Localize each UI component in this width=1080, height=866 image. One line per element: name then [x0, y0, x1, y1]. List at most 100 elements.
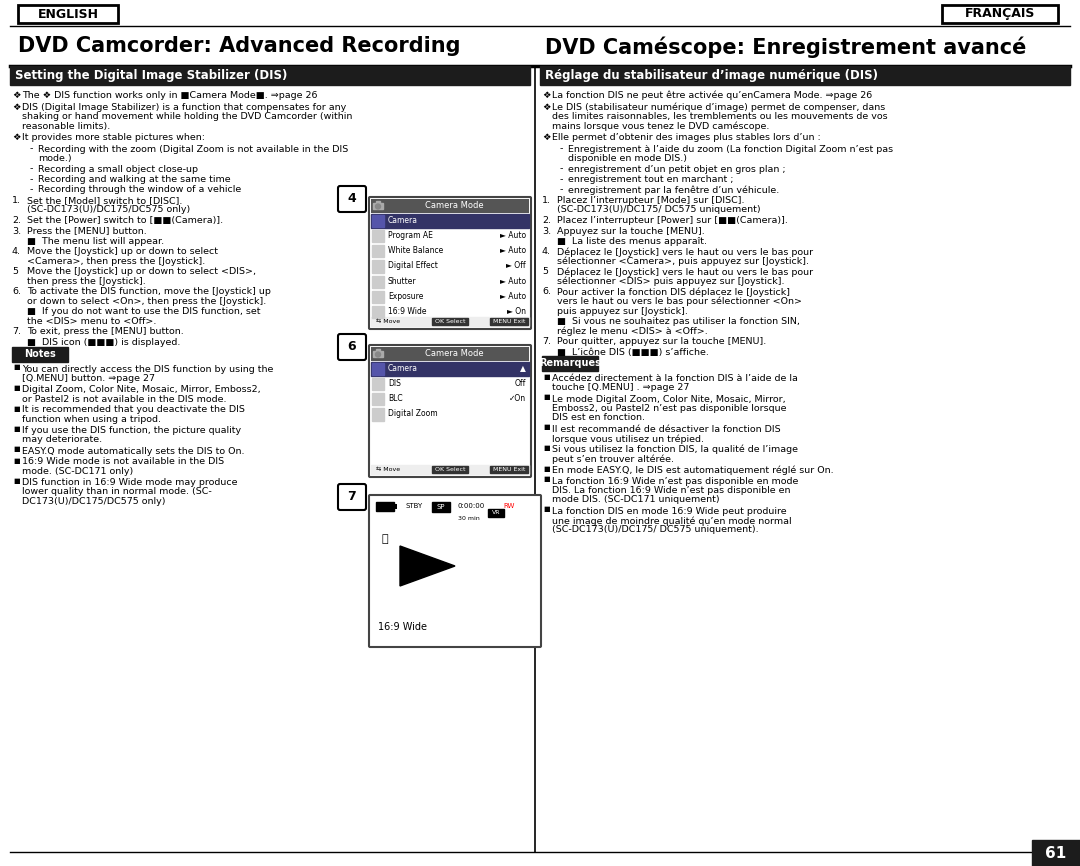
Text: 5: 5 [542, 268, 548, 276]
Text: ▲: ▲ [521, 364, 526, 373]
Text: ■: ■ [13, 447, 19, 453]
Text: Placez l’interrupteur [Mode] sur [DISC].: Placez l’interrupteur [Mode] sur [DISC]. [557, 196, 744, 205]
Text: ■  La liste des menus apparaît.: ■ La liste des menus apparaît. [557, 237, 707, 246]
Text: ► Auto: ► Auto [500, 276, 526, 286]
Text: Press the [MENU] button.: Press the [MENU] button. [27, 227, 147, 236]
Text: If you use the DIS function, the picture quality: If you use the DIS function, the picture… [22, 426, 241, 435]
Text: Pour activer la fonction DIS déplacez le [Joystick]: Pour activer la fonction DIS déplacez le… [557, 288, 789, 297]
Text: -: - [30, 145, 33, 153]
FancyBboxPatch shape [372, 347, 529, 361]
Text: ■: ■ [543, 445, 550, 451]
Text: ENGLISH: ENGLISH [38, 8, 98, 21]
Bar [432, 502, 450, 512]
Text: mode. (SC-DC171 only): mode. (SC-DC171 only) [22, 467, 133, 476]
Text: une image de moindre qualité qu’en mode normal: une image de moindre qualité qu’en mode … [552, 516, 792, 526]
Bar [372, 245, 384, 257]
Text: La fonction DIS en mode 16:9 Wide peut produire: La fonction DIS en mode 16:9 Wide peut p… [552, 507, 786, 515]
Text: Déplacez le [Joystick] vers le haut ou vers le bas pour: Déplacez le [Joystick] vers le haut ou v… [557, 268, 813, 277]
Text: -: - [30, 165, 33, 173]
Text: lorsque vous utilisez un trépied.: lorsque vous utilisez un trépied. [552, 434, 704, 443]
Bar [376, 201, 380, 204]
Bar [432, 466, 468, 473]
Text: 6: 6 [348, 339, 356, 352]
Text: ❖: ❖ [542, 133, 551, 142]
Text: You can directly access the DIS function by using the: You can directly access the DIS function… [22, 365, 273, 373]
Text: <Camera>, then press the [Joystick].: <Camera>, then press the [Joystick]. [27, 257, 205, 266]
Polygon shape [400, 546, 455, 586]
Text: peut s’en trouver altérée.: peut s’en trouver altérée. [552, 455, 674, 464]
Text: or Pastel2 is not available in the DIS mode.: or Pastel2 is not available in the DIS m… [22, 395, 227, 404]
Text: -: - [561, 145, 564, 153]
Bar [376, 502, 394, 511]
Text: ■: ■ [543, 395, 550, 400]
FancyBboxPatch shape [338, 186, 366, 212]
Text: Recording with the zoom (Digital Zoom is not available in the DIS: Recording with the zoom (Digital Zoom is… [38, 145, 348, 153]
Bar [376, 349, 380, 352]
Text: Camera: Camera [388, 216, 418, 225]
Text: or down to select <On>, then press the [Joystick].: or down to select <On>, then press the [… [27, 297, 267, 306]
Text: Pour quitter, appuyez sur la touche [MENU].: Pour quitter, appuyez sur la touche [MEN… [557, 337, 766, 346]
Text: BLC: BLC [388, 394, 403, 404]
Bar [372, 261, 384, 273]
Text: ► Auto: ► Auto [500, 292, 526, 301]
Text: DIS. La fonction 16:9 Wide n’est pas disponible en: DIS. La fonction 16:9 Wide n’est pas dis… [552, 486, 791, 495]
Text: OK Select: OK Select [435, 319, 465, 324]
Text: DVD Camcorder: Advanced Recording: DVD Camcorder: Advanced Recording [18, 36, 460, 56]
Text: -: - [561, 175, 564, 184]
Text: 16:9 Wide: 16:9 Wide [378, 622, 427, 632]
Text: It is recommended that you deactivate the DIS: It is recommended that you deactivate th… [22, 405, 245, 415]
Text: ❖: ❖ [542, 102, 551, 112]
Text: Camera Mode: Camera Mode [424, 202, 484, 210]
Text: En mode EASY.Q, le DIS est automatiquement réglé sur On.: En mode EASY.Q, le DIS est automatiqueme… [552, 466, 834, 475]
Text: It provides more stable pictures when:: It provides more stable pictures when: [22, 133, 205, 142]
Bar [1032, 840, 1080, 866]
Text: Shutter: Shutter [388, 276, 417, 286]
Text: function when using a tripod.: function when using a tripod. [22, 415, 161, 424]
Text: 7: 7 [348, 489, 356, 502]
Text: mode DIS. (SC-DC171 uniquement): mode DIS. (SC-DC171 uniquement) [552, 495, 719, 505]
Text: Réglage du stabilisateur d’image numérique (DIS): Réglage du stabilisateur d’image numériq… [545, 69, 878, 82]
Bar [372, 378, 384, 391]
Text: 6.: 6. [12, 288, 21, 296]
Text: mains lorsque vous tenez le DVD caméscope.: mains lorsque vous tenez le DVD caméscop… [552, 121, 769, 131]
Circle shape [376, 204, 380, 209]
Text: Recording and walking at the same time: Recording and walking at the same time [38, 175, 231, 184]
Text: STBY: STBY [405, 503, 422, 509]
Text: The ❖ DIS function works only in ■Camera Mode■. ⇒page 26: The ❖ DIS function works only in ■Camera… [22, 91, 318, 100]
Text: DC173(U)/DC175/DC575 only): DC173(U)/DC175/DC575 only) [22, 497, 165, 506]
Text: réglez le menu <DIS> à <Off>.: réglez le menu <DIS> à <Off>. [557, 326, 707, 336]
Text: ■: ■ [13, 385, 19, 391]
Text: -: - [30, 185, 33, 195]
Text: -: - [561, 165, 564, 173]
Text: 16:9 Wide mode is not available in the DIS: 16:9 Wide mode is not available in the D… [22, 457, 225, 467]
Text: ► On: ► On [507, 307, 526, 316]
Text: Program AE: Program AE [388, 231, 433, 240]
Text: Notes: Notes [24, 349, 56, 359]
Text: Placez l’interrupteur [Power] sur [■■(Camera)].: Placez l’interrupteur [Power] sur [■■(Ca… [557, 216, 788, 225]
Text: ■: ■ [543, 476, 550, 482]
Text: EASY.Q mode automatically sets the DIS to On.: EASY.Q mode automatically sets the DIS t… [22, 447, 244, 456]
Bar [394, 504, 397, 509]
Text: SP: SP [436, 504, 445, 510]
Text: ❖: ❖ [12, 102, 21, 112]
Text: the <DIS> menu to <Off>.: the <DIS> menu to <Off>. [27, 317, 157, 326]
Text: ■: ■ [13, 457, 19, 463]
Text: ❖: ❖ [12, 91, 21, 100]
Text: ■: ■ [543, 374, 550, 380]
Text: La fonction 16:9 Wide n’est pas disponible en mode: La fonction 16:9 Wide n’est pas disponib… [552, 476, 798, 486]
Text: ■: ■ [13, 478, 19, 484]
Bar [490, 318, 528, 325]
Text: Il est recommandé de désactiver la fonction DIS: Il est recommandé de désactiver la fonct… [552, 424, 781, 434]
Text: -: - [30, 175, 33, 184]
Text: (SC-DC173(U)/DC175/ DC575 uniquement).: (SC-DC173(U)/DC175/ DC575 uniquement). [552, 526, 758, 534]
Text: White Balance: White Balance [388, 246, 443, 255]
Bar [373, 203, 383, 209]
Text: VR: VR [491, 510, 500, 515]
Text: DIS function in 16:9 Wide mode may produce: DIS function in 16:9 Wide mode may produ… [22, 478, 238, 487]
Text: Elle permet d’obtenir des images plus stables lors d’un :: Elle permet d’obtenir des images plus st… [552, 133, 821, 142]
Text: -: - [561, 185, 564, 195]
Bar [12, 346, 68, 361]
Text: ■  If you do not want to use the DIS function, set: ■ If you do not want to use the DIS func… [27, 307, 260, 316]
Text: 2.: 2. [12, 216, 21, 225]
Bar [373, 351, 383, 357]
